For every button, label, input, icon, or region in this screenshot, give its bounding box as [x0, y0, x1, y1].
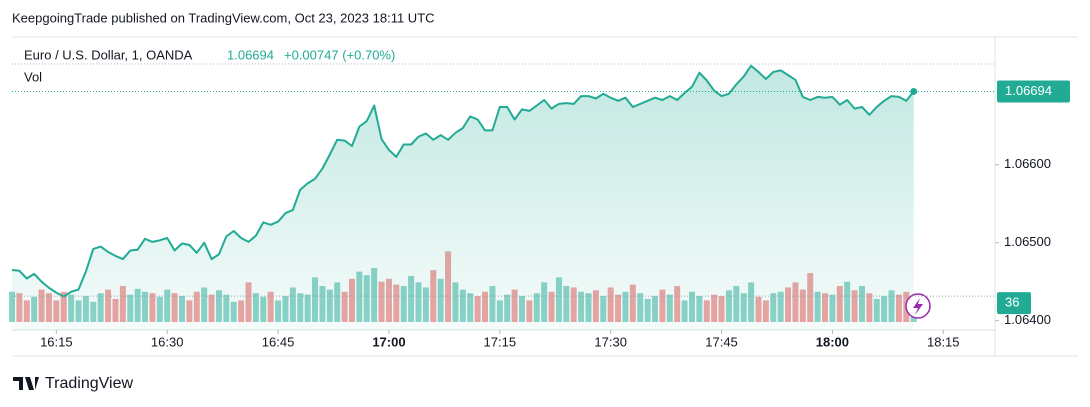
- line: [11, 64, 915, 298]
- symbol: Euro / U.S. Dollar, 1, OANDA: [24, 47, 193, 62]
- x-tick-label: 17:30: [594, 334, 627, 349]
- brand: TradingView: [45, 375, 133, 392]
- price-badge: [997, 80, 1070, 103]
- volume-badge: [997, 292, 1031, 315]
- volume-badge-label: 36: [1005, 295, 1019, 310]
- x-tick-label: 17:00: [372, 334, 405, 349]
- x-tick-label: 16:15: [40, 334, 73, 349]
- x-tick-label: 16:45: [262, 334, 295, 349]
- header: KeepgoingTrade published on TradingView.…: [12, 10, 435, 25]
- y-tick-label: 1.06600: [1004, 156, 1051, 171]
- change: +0.00747 (+0.70%): [284, 47, 395, 62]
- last-point: [910, 87, 918, 95]
- last-price: 1.06694: [227, 47, 274, 62]
- logo: TradingView: [13, 375, 133, 392]
- y-tick-label: 1.06500: [1004, 234, 1051, 249]
- x-tick-label: 18:15: [927, 334, 960, 349]
- y-tick-label: 1.06400: [1004, 312, 1051, 327]
- volume-label: Vol: [24, 69, 42, 84]
- x-tick-label: 17:15: [484, 334, 517, 349]
- x-tick-label: 18:00: [816, 334, 849, 349]
- alert-icon: [913, 298, 923, 315]
- x-tick-label: 16:30: [151, 334, 184, 349]
- area: [12, 65, 914, 330]
- x-tick-label: 17:45: [705, 334, 738, 349]
- price-badge-label: 1.06694: [1005, 83, 1052, 98]
